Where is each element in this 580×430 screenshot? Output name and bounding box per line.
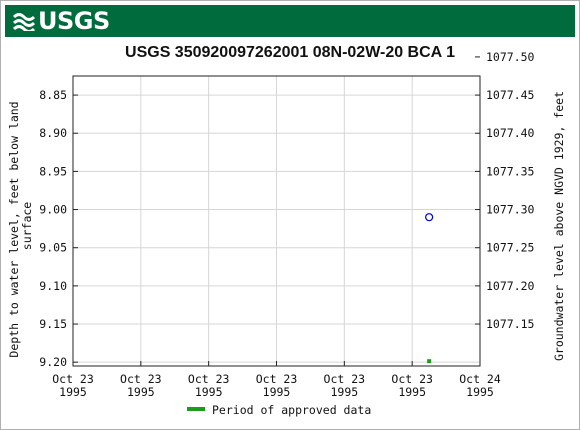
left-axis-title-line2: surface [20,202,34,251]
right-tick-label: 1077.15 [486,317,534,331]
left-axis-title: Depth to water level, feet below land su… [7,94,34,357]
x-tick-label-year: 1995 [127,385,155,399]
chart-title: USGS 350920097262001 08N-02W-20 BCA 1 [125,44,455,61]
right-tick-label: 1077.25 [486,241,534,255]
approved-data-point [427,359,432,364]
usgs-wave-icon [13,13,35,31]
x-tick-label-date: Oct 23 [188,372,230,386]
axis-ticks [72,56,481,366]
grid-lines [73,76,480,366]
x-tick-label-date: Oct 23 [324,372,366,386]
x-tick-label-date: Oct 24 [459,372,501,386]
x-tick-label-year: 1995 [330,385,358,399]
left-tick-label: 9.10 [39,279,67,293]
right-axis-title: Groundwater level above NGVD 1929, feet [552,91,566,361]
right-tick-label: 1077.40 [486,126,535,140]
legend: Period of approved data [187,403,371,417]
left-tick-label: 9.20 [39,355,67,369]
right-tick-label: 1077.20 [486,279,535,293]
measurement-circle-point [425,213,434,222]
x-tick-label-date: Oct 23 [256,372,298,386]
legend-swatch [187,407,205,411]
left-tick-label: 9.15 [39,317,67,331]
x-tick-label-year: 1995 [263,385,291,399]
left-tick-label: 9.00 [39,203,67,217]
right-tick-label: 1077.45 [486,88,534,102]
right-tick-label: 1077.30 [486,203,535,217]
right-tick-label: 1077.50 [486,50,535,64]
data-points [425,213,434,364]
right-tick-label: 1077.35 [486,164,534,178]
usgs-banner: USGS [5,5,575,37]
legend-label: Period of approved data [212,403,371,417]
x-tick-label-year: 1995 [59,385,87,399]
left-axis-labels: 8.85 8.90 8.95 9.00 9.05 9.10 9.15 9.20 [39,88,67,369]
x-tick-label-year: 1995 [398,385,426,399]
right-axis-labels: 1077.50 1077.45 1077.40 1077.35 1077.30 1077.… [486,50,535,331]
left-axis-title-line1: Depth to water level, feet below land [7,101,21,357]
x-tick-label-year: 1995 [466,385,494,399]
x-tick-label-date: Oct 23 [52,372,94,386]
x-tick-label-date: Oct 23 [120,372,162,386]
usgs-logo-text: USGS [38,7,110,35]
x-tick-label-year: 1995 [195,385,223,399]
left-tick-label: 8.95 [39,164,67,178]
left-tick-label: 8.85 [39,88,67,102]
left-tick-label: 8.90 [39,126,67,140]
left-tick-label: 9.05 [39,241,67,255]
x-tick-label-date: Oct 23 [391,372,433,386]
